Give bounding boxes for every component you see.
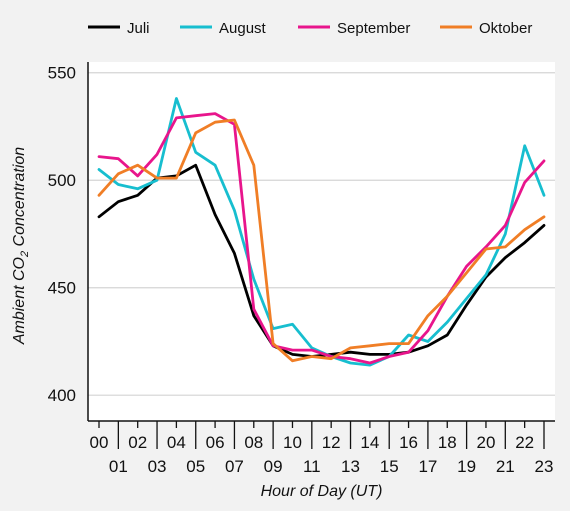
- x-tick-label: 02: [128, 433, 147, 452]
- legend-label: Oktober: [479, 20, 532, 37]
- x-tick-label: 00: [90, 433, 109, 452]
- grid-lines: [87, 62, 555, 422]
- x-tick-label: 08: [244, 433, 263, 452]
- y-axis-label: Ambient CO2 Concentration: [11, 147, 31, 345]
- y-axis-label-rest: Concentration: [11, 147, 28, 251]
- legend: Juli August September Oktober: [88, 20, 532, 37]
- y-axis-label-subscript: 2: [19, 251, 31, 258]
- y-tick-label: 500: [48, 171, 76, 190]
- plot-area: [88, 62, 555, 421]
- series-lines: [97, 97, 546, 367]
- legend-item-juli: Juli: [88, 20, 150, 37]
- legend-item-september: September: [298, 20, 410, 37]
- x-axis-label: Hour of Day (UT): [261, 483, 383, 500]
- y-axis-ticks: 400 450 500 550: [48, 64, 76, 405]
- x-tick-label: 22: [515, 433, 534, 452]
- x-tick-label: 19: [457, 457, 476, 476]
- x-tick-label: 23: [535, 457, 554, 476]
- legend-label: Juli: [127, 20, 150, 37]
- x-tick-label: 16: [399, 433, 418, 452]
- legend-item-august: August: [180, 20, 267, 37]
- x-tick-label: 07: [225, 457, 244, 476]
- series-line-september: [97, 112, 546, 365]
- x-tick-label: 11: [303, 457, 321, 476]
- series-line-oktober: [97, 118, 546, 363]
- x-tick-label: 05: [186, 457, 205, 476]
- x-tick-label: 04: [167, 433, 186, 452]
- x-tick-label: 20: [476, 433, 495, 452]
- x-tick-label: 18: [438, 433, 457, 452]
- x-tick-label: 12: [322, 433, 341, 452]
- x-tick-label: 17: [418, 457, 437, 476]
- x-tick-label: 03: [148, 457, 167, 476]
- series-line-juli: [97, 163, 546, 358]
- x-axis-ticks: 0001020304050607080910111213141516171819…: [90, 421, 554, 476]
- x-tick-label: 15: [380, 457, 399, 476]
- x-tick-label: 09: [264, 457, 283, 476]
- y-axis-label-main: Ambient CO: [11, 257, 28, 345]
- y-tick-label: 550: [48, 64, 76, 83]
- x-tick-label: 10: [283, 433, 302, 452]
- x-tick-label: 14: [360, 433, 379, 452]
- x-tick-label: 21: [496, 457, 515, 476]
- legend-label: August: [219, 20, 267, 37]
- y-tick-label: 450: [48, 279, 76, 298]
- x-tick-label: 06: [206, 433, 225, 452]
- x-tick-label: 01: [109, 457, 128, 476]
- legend-label: September: [337, 20, 410, 37]
- legend-item-oktober: Oktober: [440, 20, 532, 37]
- y-tick-label: 400: [48, 386, 76, 405]
- x-tick-label: 13: [341, 457, 360, 476]
